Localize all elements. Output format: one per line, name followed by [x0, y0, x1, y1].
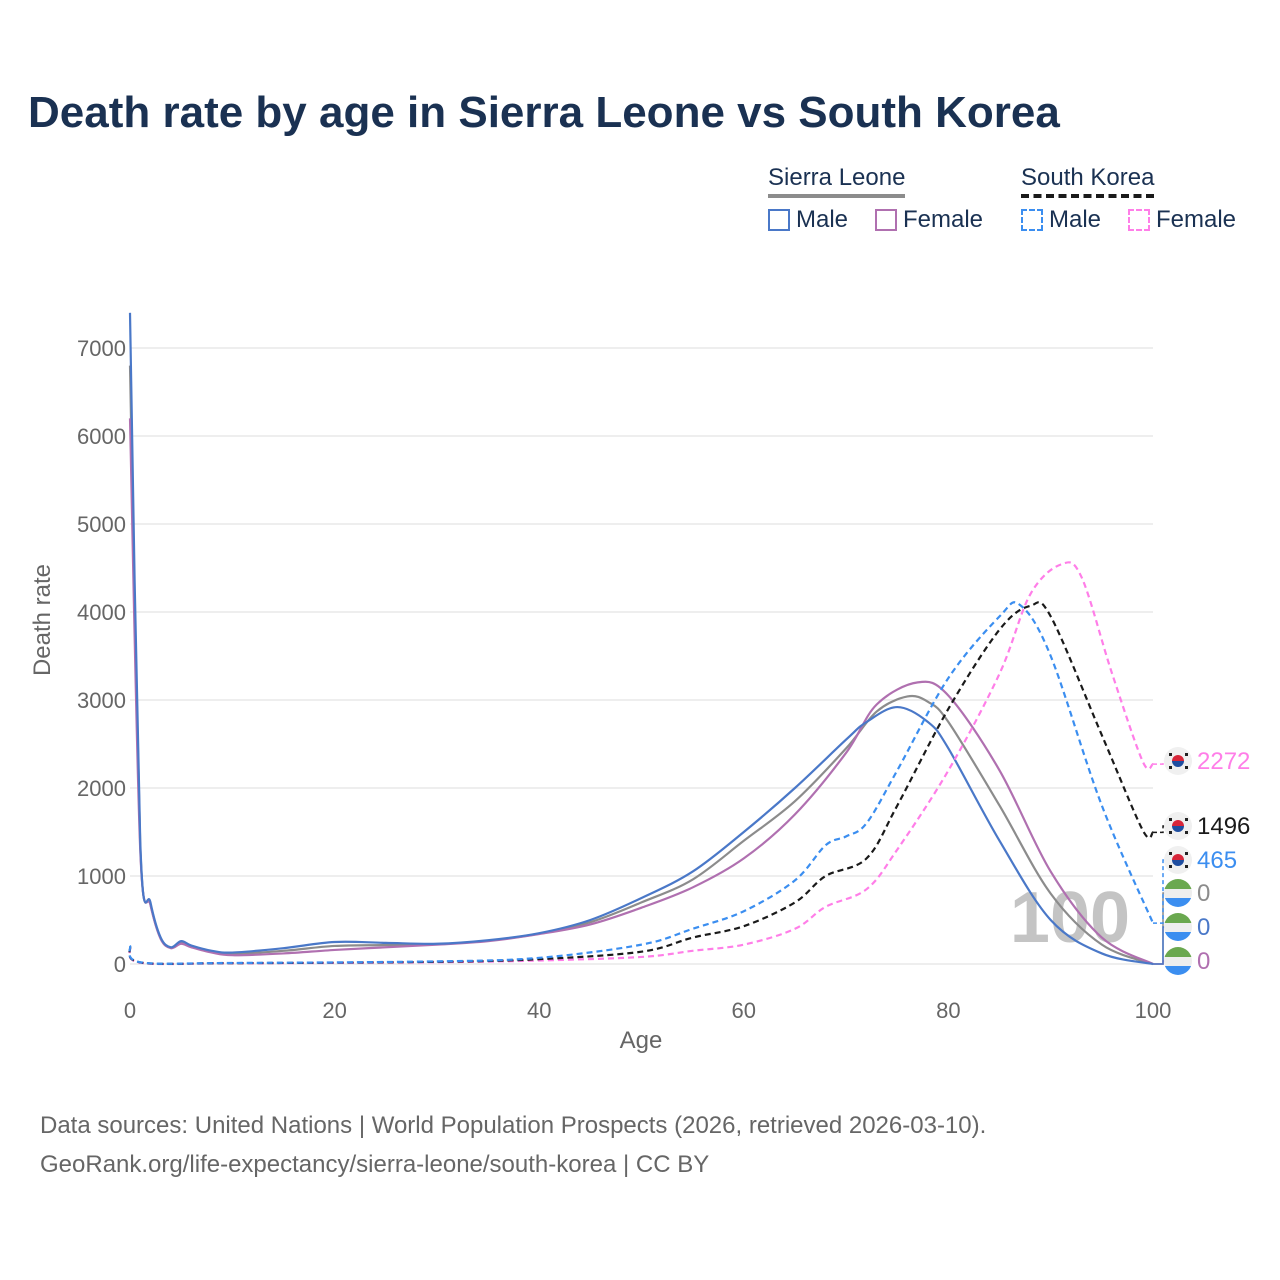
flag-trigram [1185, 753, 1188, 756]
legend-group-sierra-leone: Sierra Leone [768, 164, 906, 198]
end-value-label: 0 [1197, 948, 1210, 975]
flag-white [1164, 957, 1192, 966]
series-line-sl-male[interactable] [128, 312, 1154, 966]
flag-trigram [1185, 831, 1188, 834]
end-value-label: 0 [1197, 880, 1210, 907]
source-note: Data sources: United Nations | World Pop… [40, 1106, 986, 1184]
flag-trigram [1185, 766, 1188, 769]
y-tick-label: 6000 [77, 424, 126, 449]
flag-blue [1164, 966, 1192, 975]
flag-green [1164, 913, 1192, 923]
series-line-sk-male[interactable] [128, 601, 1155, 965]
x-axis-label: Age [620, 1027, 663, 1054]
y-tick-label: 0 [114, 952, 126, 977]
legend-label: Male [796, 206, 849, 233]
y-tick-label: 2000 [77, 776, 126, 801]
south-korea-flag-icon [1164, 747, 1192, 775]
flag-trigram [1169, 865, 1172, 868]
flag-green [1164, 879, 1192, 889]
legend-sl-male[interactable]: Male [768, 206, 848, 234]
flag-blue [1172, 826, 1184, 832]
source-link[interactable]: GeoRank.org/life-expectancy/sierra-leone… [40, 1151, 710, 1178]
y-axis-label: Death rate [29, 564, 56, 676]
flag-white [1164, 889, 1192, 898]
y-tick-label: 1000 [77, 864, 126, 889]
legend-swatch [1021, 209, 1043, 231]
sierra-leone-flag-icon [1164, 947, 1192, 975]
series-line-sk-total[interactable] [128, 601, 1155, 965]
legend-sk-female[interactable]: Female [1128, 206, 1236, 234]
legend-sk-male[interactable]: Male [1021, 206, 1101, 234]
y-tick-label: 7000 [77, 336, 126, 361]
flag-red [1172, 854, 1184, 860]
x-tick-label: 100 [1135, 998, 1172, 1023]
south-korea-flag-icon [1164, 812, 1192, 840]
series-line-sk-female[interactable] [128, 561, 1155, 966]
end-value-label: 465 [1197, 847, 1237, 874]
flag-stripes [1164, 879, 1192, 907]
south-korea-flag-icon [1164, 846, 1192, 874]
legend-swatch [875, 209, 897, 231]
flag-trigram [1185, 865, 1188, 868]
flag-blue [1164, 898, 1192, 907]
flag-trigram [1169, 852, 1172, 855]
x-tick-label: 80 [936, 998, 960, 1023]
series-line-sl-total[interactable] [128, 365, 1154, 966]
sierra-leone-flag-icon [1164, 879, 1192, 907]
chart-title: Death rate by age in Sierra Leone vs Sou… [28, 88, 1060, 137]
flag-trigram [1185, 818, 1188, 821]
flag-blue [1172, 860, 1184, 866]
legend-label: Male [1049, 206, 1102, 233]
flag-trigram [1169, 818, 1172, 821]
legend-swatch [1128, 209, 1150, 231]
legend-group-south-korea: South Korea [1021, 164, 1155, 198]
x-tick-label: 40 [527, 998, 551, 1023]
flag-trigram [1169, 766, 1172, 769]
end-value-label: 1496 [1197, 813, 1250, 840]
legend-sl-female[interactable]: Female [875, 206, 983, 234]
y-tick-label: 3000 [77, 688, 126, 713]
x-tick-label: 0 [124, 998, 136, 1023]
legend-label: Female [1156, 206, 1237, 233]
flag-trigram [1169, 753, 1172, 756]
flag-trigram [1185, 852, 1188, 855]
flag-blue [1164, 932, 1192, 941]
end-value-label: 2272 [1197, 748, 1250, 775]
flag-red [1172, 820, 1184, 826]
y-tick-label: 5000 [77, 512, 126, 537]
flag-red [1172, 755, 1184, 761]
source-line: Data sources: United Nations | World Pop… [40, 1112, 987, 1139]
flag-stripes [1164, 947, 1192, 975]
legend-label: Female [903, 206, 984, 233]
sierra-leone-flag-icon [1164, 913, 1192, 941]
flag-green [1164, 947, 1192, 957]
x-tick-label: 60 [732, 998, 756, 1023]
flag-stripes [1164, 913, 1192, 941]
flag-blue [1172, 761, 1184, 767]
legend-swatch [768, 209, 790, 231]
flag-white [1164, 923, 1192, 932]
y-tick-label: 4000 [77, 600, 126, 625]
flag-trigram [1169, 831, 1172, 834]
end-value-label: 0 [1197, 914, 1210, 941]
x-tick-label: 20 [322, 998, 346, 1023]
series-line-sl-female[interactable] [128, 418, 1154, 965]
